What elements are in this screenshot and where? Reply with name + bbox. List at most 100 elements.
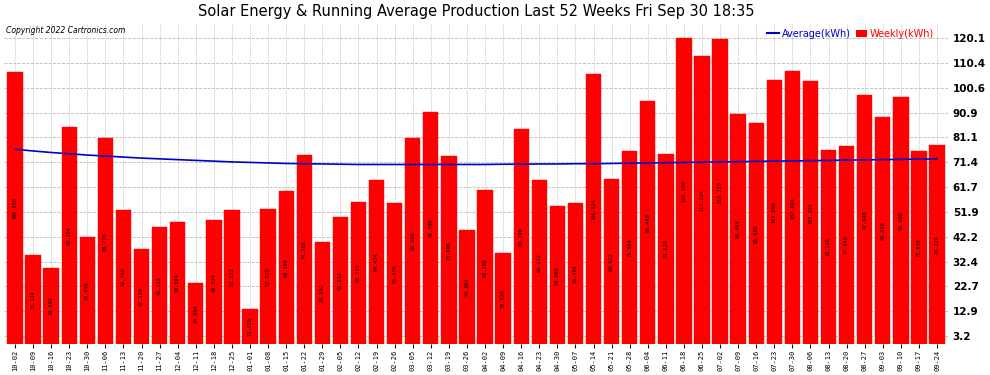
Bar: [243, 309, 257, 344]
Text: 52.760: 52.760: [121, 267, 126, 286]
Text: 73.696: 73.696: [446, 241, 451, 260]
Text: 91.096: 91.096: [429, 219, 434, 237]
Bar: [297, 155, 312, 344]
Text: 55.476: 55.476: [392, 264, 397, 283]
Bar: [26, 255, 41, 344]
Bar: [803, 81, 818, 344]
Legend: Average(kWh), Weekly(kWh): Average(kWh), Weekly(kWh): [763, 25, 939, 42]
Text: Copyright 2022 Cartronics.com: Copyright 2022 Cartronics.com: [6, 26, 126, 35]
Bar: [61, 127, 77, 344]
Bar: [604, 179, 620, 344]
Title: Solar Energy & Running Average Production Last 52 Weeks Fri Sep 30 18:35: Solar Energy & Running Average Productio…: [198, 4, 754, 19]
Text: 80.776: 80.776: [103, 232, 108, 251]
Bar: [893, 97, 909, 344]
Bar: [911, 152, 927, 344]
Text: 89.020: 89.020: [880, 221, 885, 240]
Bar: [532, 180, 546, 344]
Bar: [586, 74, 601, 344]
Text: 24.084: 24.084: [193, 304, 198, 323]
Text: 60.288: 60.288: [482, 258, 487, 277]
Bar: [278, 191, 294, 344]
Text: 75.616: 75.616: [917, 238, 922, 257]
Text: 84.296: 84.296: [519, 227, 524, 246]
Bar: [514, 129, 529, 344]
Bar: [7, 72, 23, 344]
Text: 120.100: 120.100: [681, 180, 686, 202]
Bar: [713, 39, 728, 344]
Text: 13.828: 13.828: [248, 317, 252, 336]
Bar: [676, 38, 692, 344]
Text: 44.864: 44.864: [464, 278, 469, 296]
Text: 39.992: 39.992: [320, 284, 325, 303]
Text: 95.448: 95.448: [645, 213, 650, 232]
Bar: [333, 217, 348, 344]
Text: 97.648: 97.648: [862, 210, 867, 229]
Bar: [151, 226, 167, 344]
Text: 106.836: 106.836: [13, 197, 18, 219]
Text: 103.656: 103.656: [772, 201, 777, 223]
Bar: [549, 206, 565, 344]
Bar: [405, 138, 421, 344]
Text: 85.204: 85.204: [66, 226, 71, 245]
Bar: [79, 237, 95, 344]
Bar: [442, 156, 456, 344]
Bar: [44, 268, 58, 344]
Text: 55.720: 55.720: [356, 264, 361, 282]
Text: 35.124: 35.124: [31, 290, 36, 309]
Text: 119.720: 119.720: [718, 181, 723, 203]
Text: 74.188: 74.188: [302, 240, 307, 259]
Bar: [839, 146, 854, 344]
Bar: [658, 154, 673, 344]
Text: 106.024: 106.024: [591, 198, 596, 220]
Text: 74.620: 74.620: [663, 240, 668, 258]
Bar: [821, 150, 837, 344]
Bar: [98, 138, 113, 344]
Bar: [622, 151, 638, 344]
Bar: [369, 180, 384, 344]
Bar: [387, 203, 402, 344]
Bar: [206, 220, 222, 344]
Bar: [170, 222, 185, 344]
Bar: [641, 101, 655, 344]
Bar: [477, 190, 493, 344]
Text: 113.224: 113.224: [700, 189, 705, 211]
Text: 103.224: 103.224: [808, 202, 813, 223]
Text: 78.224: 78.224: [935, 235, 940, 254]
Text: 60.184: 60.184: [284, 258, 289, 277]
Bar: [567, 203, 583, 344]
Bar: [694, 56, 710, 344]
Bar: [748, 123, 764, 344]
Bar: [785, 72, 800, 344]
Text: 64.272: 64.272: [537, 253, 542, 272]
Bar: [930, 145, 944, 344]
Bar: [188, 283, 204, 344]
Bar: [495, 252, 511, 344]
Text: 37.120: 37.120: [139, 287, 145, 306]
Bar: [459, 230, 474, 344]
Text: 49.912: 49.912: [338, 271, 343, 290]
Bar: [857, 95, 872, 344]
Text: 55.464: 55.464: [573, 264, 578, 283]
Text: 96.908: 96.908: [898, 211, 903, 230]
Text: 75.904: 75.904: [628, 238, 633, 257]
Bar: [766, 80, 782, 344]
Text: 86.680: 86.680: [753, 224, 758, 243]
Text: 90.464: 90.464: [736, 219, 741, 238]
Text: 46.132: 46.132: [157, 276, 162, 295]
Bar: [116, 210, 131, 344]
Text: 64.424: 64.424: [374, 253, 379, 272]
Text: 52.552: 52.552: [230, 268, 235, 286]
Text: 42.016: 42.016: [85, 281, 90, 300]
Text: 64.672: 64.672: [609, 252, 614, 271]
Text: 77.840: 77.840: [844, 236, 849, 254]
Bar: [350, 202, 366, 344]
Bar: [134, 249, 149, 344]
Bar: [875, 117, 890, 344]
Text: 107.024: 107.024: [790, 197, 795, 219]
Bar: [260, 209, 276, 344]
Text: 54.080: 54.080: [554, 266, 560, 285]
Bar: [225, 210, 240, 344]
Text: 35.920: 35.920: [501, 289, 506, 308]
Bar: [731, 114, 745, 344]
Bar: [423, 112, 439, 344]
